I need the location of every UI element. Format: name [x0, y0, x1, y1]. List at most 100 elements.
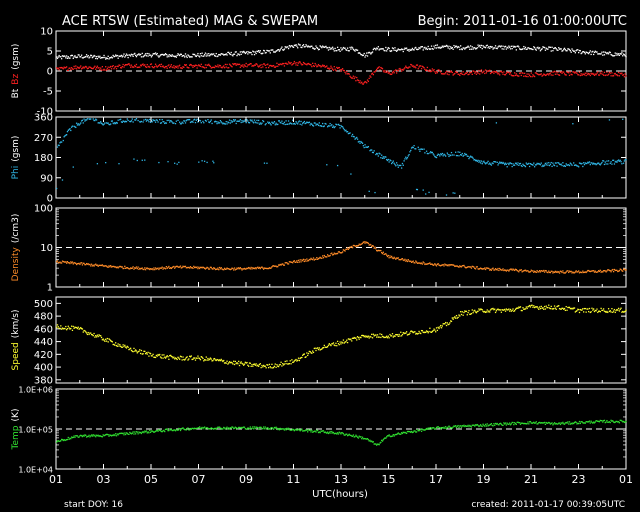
data-point — [537, 307, 539, 309]
data-point — [573, 307, 575, 309]
data-point — [617, 159, 620, 161]
data-point — [603, 54, 606, 56]
data-point — [79, 56, 81, 58]
data-point — [208, 359, 210, 361]
data-point — [332, 342, 335, 344]
data-point — [556, 73, 558, 75]
data-point — [425, 69, 427, 72]
data-point — [294, 261, 296, 263]
data-point — [252, 365, 254, 367]
data-point — [339, 432, 341, 434]
data-point — [602, 160, 605, 162]
data-point — [397, 48, 399, 50]
data-point — [622, 270, 624, 272]
data-point — [367, 145, 370, 148]
data-point — [616, 269, 618, 272]
data-point — [585, 51, 587, 53]
data-point — [164, 67, 166, 69]
data-point — [455, 71, 458, 74]
data-point — [212, 268, 214, 270]
data-point — [115, 266, 117, 268]
data-point — [215, 268, 217, 270]
data-point — [343, 342, 345, 344]
data-point — [169, 66, 171, 69]
data-point — [531, 304, 533, 306]
data-point — [349, 75, 351, 77]
data-point — [200, 55, 202, 57]
data-point — [56, 57, 59, 60]
data-point — [573, 422, 575, 425]
data-point — [602, 420, 605, 422]
y-tick-label: 10 — [40, 27, 53, 38]
data-point — [323, 431, 325, 434]
data-point — [402, 164, 404, 166]
data-point — [187, 119, 189, 121]
data-point — [211, 427, 213, 430]
data-point — [597, 310, 600, 312]
data-point — [338, 124, 340, 127]
data-point — [285, 429, 287, 431]
data-point — [212, 53, 214, 55]
data-point — [484, 163, 487, 165]
data-point — [302, 430, 305, 432]
data-point — [261, 428, 263, 430]
data-point — [348, 50, 350, 52]
data-point — [65, 261, 67, 263]
data-point — [190, 428, 192, 430]
data-point — [432, 329, 434, 332]
data-point — [192, 53, 194, 55]
data-point — [341, 125, 343, 128]
data-point — [430, 151, 433, 154]
data-point — [427, 152, 429, 155]
data-point — [371, 73, 373, 75]
data-point — [446, 427, 448, 429]
data-point — [531, 270, 533, 272]
data-point — [293, 430, 296, 432]
data-point — [287, 46, 289, 48]
data-point — [96, 334, 99, 336]
data-point — [184, 358, 187, 360]
data-point — [233, 120, 236, 122]
data-point — [416, 48, 419, 51]
data-point — [271, 49, 273, 51]
data-point — [157, 55, 159, 57]
data-point — [463, 424, 465, 426]
data-point — [596, 51, 598, 53]
data-point — [245, 62, 247, 65]
data-point — [361, 54, 363, 56]
data-point — [195, 119, 197, 121]
data-point — [562, 162, 564, 164]
data-point — [111, 57, 113, 59]
data-point — [544, 49, 547, 51]
data-point — [491, 268, 493, 270]
data-point — [199, 427, 202, 430]
data-point — [129, 120, 131, 123]
y-axis-label: BtBz(gsm) — [11, 44, 21, 99]
data-point — [519, 306, 521, 309]
data-point — [543, 422, 545, 424]
data-point — [575, 72, 577, 74]
data-point — [445, 264, 448, 266]
data-point — [333, 432, 335, 435]
data-point — [487, 70, 489, 73]
data-point — [445, 45, 447, 48]
data-point — [193, 428, 195, 430]
data-point — [505, 163, 508, 165]
data-point — [311, 258, 313, 260]
data-point — [264, 365, 266, 367]
data-point — [133, 433, 135, 435]
data-point — [391, 435, 394, 437]
data-point — [317, 123, 319, 125]
data-point — [569, 50, 572, 52]
data-point — [198, 357, 200, 359]
data-point — [498, 162, 500, 165]
data-point — [93, 435, 95, 437]
data-point — [618, 54, 621, 57]
data-point — [472, 265, 474, 268]
data-point — [182, 66, 184, 68]
data-point — [452, 192, 454, 194]
data-point — [341, 48, 344, 50]
data-point — [249, 51, 251, 54]
data-point — [130, 64, 133, 66]
data-point — [577, 308, 579, 310]
